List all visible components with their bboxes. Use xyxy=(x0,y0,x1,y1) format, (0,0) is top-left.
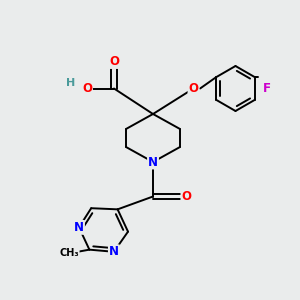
Text: O: O xyxy=(182,190,192,203)
Text: O: O xyxy=(188,82,199,95)
Text: CH₃: CH₃ xyxy=(59,248,79,258)
Text: F: F xyxy=(263,82,271,95)
Text: O: O xyxy=(109,55,119,68)
Text: N: N xyxy=(148,155,158,169)
Text: H: H xyxy=(66,77,75,88)
Text: O: O xyxy=(82,82,92,95)
Text: N: N xyxy=(109,245,119,258)
Text: N: N xyxy=(74,221,84,234)
